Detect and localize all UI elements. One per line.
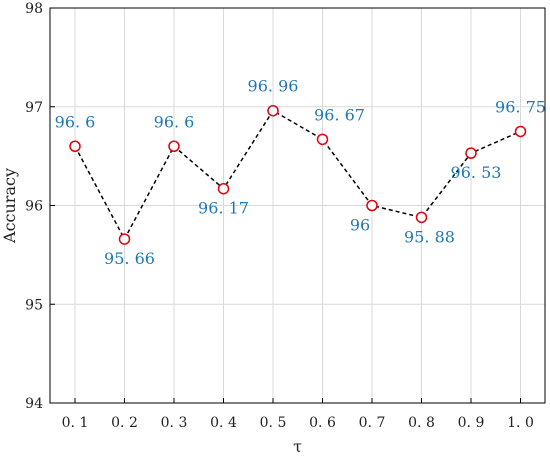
data-label: 96 [350, 216, 370, 235]
data-point-marker [316, 133, 329, 146]
data-label: 96. 6 [154, 112, 195, 131]
data-point-marker [415, 211, 428, 224]
data-point-marker [465, 147, 477, 159]
data-label: 96. 75 [495, 97, 546, 116]
y-axis-title: Accuracy [0, 168, 19, 244]
x-tick-label: 0. 1 [62, 415, 89, 431]
data-label: 96. 6 [55, 112, 96, 131]
x-tick-label: 0. 4 [210, 415, 237, 431]
data-label: 95. 66 [104, 249, 155, 268]
x-tick-label: 0. 6 [309, 415, 336, 431]
data-markers [69, 104, 527, 245]
data-label: 96. 17 [198, 199, 249, 218]
x-tick-labels: 0. 1 0. 2 0. 3 0. 4 0. 5 0. 6 0. 7 0. 8 0. 9 1. 0 [62, 415, 534, 431]
data-point-marker [366, 199, 378, 212]
y-tick-labels: 94 95 96 97 98 [25, 1, 43, 412]
x-tick-label: 0. 8 [408, 415, 435, 431]
axis-ticks [50, 7, 521, 404]
data-point-marker [514, 125, 527, 138]
x-tick-label: 0. 7 [359, 415, 386, 431]
x-tick-label: 1. 0 [507, 415, 534, 431]
data-point-marker [118, 233, 131, 245]
data-label: 96. 67 [314, 105, 365, 124]
data-point-marker [217, 182, 230, 195]
data-point-marker [168, 140, 180, 152]
grid-lines [50, 7, 545, 404]
data-label: 96. 53 [451, 163, 502, 182]
x-axis-title: τ [293, 437, 302, 456]
x-tick-label: 0. 2 [111, 415, 138, 431]
x-tick-label: 0. 5 [260, 415, 287, 431]
y-tick-label: 97 [25, 100, 43, 116]
x-tick-label: 0. 9 [458, 415, 485, 431]
data-label: 96. 96 [248, 77, 299, 96]
y-tick-label: 94 [25, 396, 43, 412]
y-tick-label: 96 [25, 199, 43, 215]
data-labels: 96. 6 95. 66 96. 6 96. 17 96. 96 96. 67 96 95. … [55, 77, 546, 268]
data-point-marker [69, 140, 81, 152]
y-tick-label: 95 [25, 297, 43, 313]
data-point-marker [267, 104, 279, 117]
y-tick-label: 98 [25, 1, 43, 17]
data-label: 95. 88 [404, 227, 455, 246]
x-tick-label: 0. 3 [161, 415, 188, 431]
series-line [74, 109, 521, 241]
